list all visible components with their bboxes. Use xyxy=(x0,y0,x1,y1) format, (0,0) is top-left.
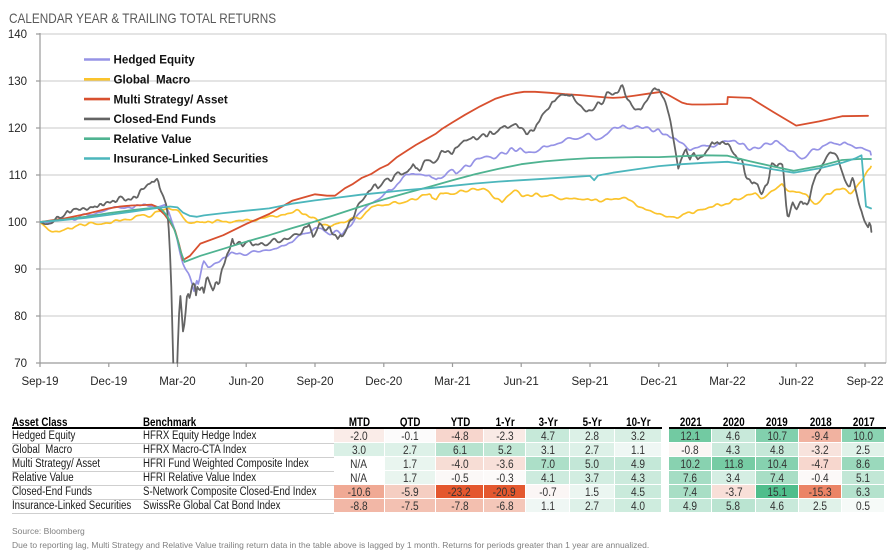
svg-text:Sep-22: Sep-22 xyxy=(846,376,883,388)
svg-text:Sep-21: Sep-21 xyxy=(571,376,608,388)
svg-text:Mar-22: Mar-22 xyxy=(709,376,745,388)
svg-text:140: 140 xyxy=(8,29,27,41)
svg-text:Dec-21: Dec-21 xyxy=(640,376,677,388)
svg-text:80: 80 xyxy=(14,311,27,323)
svg-text:130: 130 xyxy=(8,76,27,88)
svg-text:Global Macro: Global Macro xyxy=(114,74,191,87)
svg-text:Mar-21: Mar-21 xyxy=(434,376,470,388)
svg-text:Relative Value: Relative Value xyxy=(114,133,193,146)
svg-text:Jun-22: Jun-22 xyxy=(779,376,814,388)
svg-text:Dec-19: Dec-19 xyxy=(90,376,127,388)
svg-text:Sep-19: Sep-19 xyxy=(21,376,58,388)
svg-text:100: 100 xyxy=(8,217,27,229)
svg-text:Hedged Equity: Hedged Equity xyxy=(114,54,196,67)
svg-text:Jun-20: Jun-20 xyxy=(229,376,264,388)
svg-text:Dec-20: Dec-20 xyxy=(365,376,402,388)
svg-text:Mar-20: Mar-20 xyxy=(159,376,195,388)
svg-text:Multi Strategy/ Asset: Multi Strategy/ Asset xyxy=(114,93,228,106)
svg-text:Closed-End Funds: Closed-End Funds xyxy=(114,113,216,126)
svg-text:Jun-21: Jun-21 xyxy=(504,376,539,388)
svg-text:110: 110 xyxy=(9,170,27,182)
svg-text:90: 90 xyxy=(14,264,27,276)
svg-text:70: 70 xyxy=(14,358,27,370)
svg-text:Insurance-Linked Securities: Insurance-Linked Securities xyxy=(114,153,269,166)
svg-text:120: 120 xyxy=(8,123,27,135)
svg-text:Sep-20: Sep-20 xyxy=(296,376,333,388)
